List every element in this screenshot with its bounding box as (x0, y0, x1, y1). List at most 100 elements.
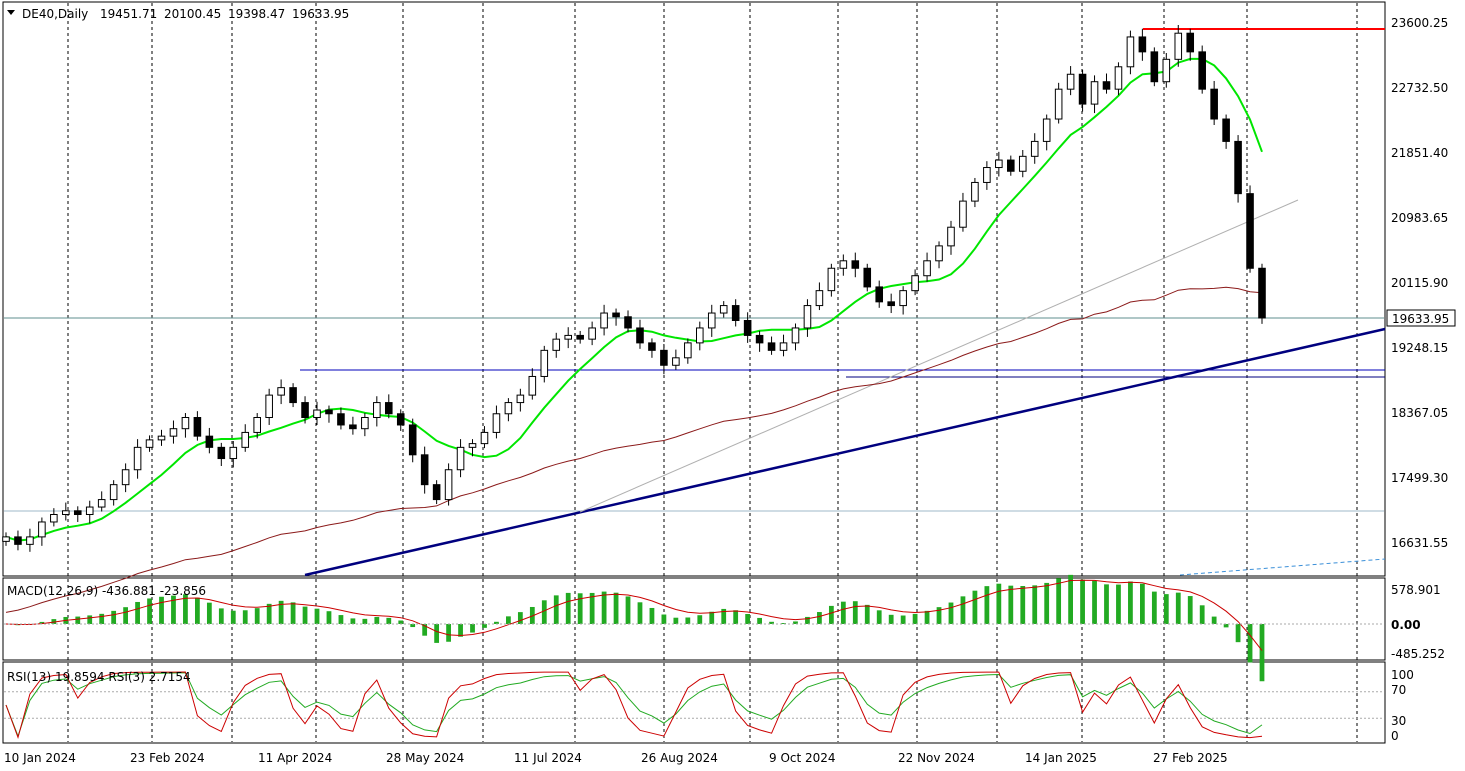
candle-body (1186, 32, 1195, 53)
candle-body (827, 267, 836, 292)
candle (528, 368, 537, 400)
rsi-tick-label: 0 (1391, 729, 1399, 743)
ohlc-low: 19398.47 (228, 7, 285, 21)
price-tick-label: 20983.65 (1391, 211, 1448, 225)
candle (1066, 66, 1075, 96)
date-tick-label: 22 Nov 2024 (898, 751, 975, 765)
candle (767, 336, 776, 355)
rsi-tick-label: 70 (1391, 683, 1406, 697)
candle (791, 323, 800, 351)
ohlc-close: 19633.95 (292, 7, 349, 21)
candle (337, 407, 345, 430)
candle-body (253, 417, 261, 433)
candle (85, 500, 94, 524)
candle (887, 293, 895, 314)
candle-body (600, 312, 608, 329)
chart-header: DE40,Daily 19451.71 20100.45 19398.47 19… (7, 7, 349, 21)
rsi-tick-label: 100 (1391, 668, 1414, 682)
candle (289, 383, 297, 408)
candle-body (205, 435, 214, 448)
candle-body (1114, 66, 1123, 90)
candle-body (564, 334, 572, 340)
candle-body (947, 226, 955, 247)
candle-body (684, 342, 692, 359)
candle (432, 480, 441, 505)
candle-body (767, 342, 776, 351)
candle-body (1078, 73, 1087, 105)
candle-body (1030, 140, 1039, 157)
candle (1150, 47, 1159, 87)
candle (755, 330, 764, 352)
candle (1246, 185, 1254, 273)
candle (480, 426, 489, 449)
candle (911, 269, 919, 296)
candle (779, 334, 788, 357)
candle-body (1174, 32, 1183, 60)
candle (420, 446, 429, 494)
date-tick-label: 9 Oct 2024 (769, 751, 836, 765)
candle-body (456, 446, 465, 471)
candle (588, 321, 596, 346)
candle-body (935, 245, 943, 262)
candle-body (349, 424, 357, 430)
candle (1102, 73, 1111, 94)
candle (468, 439, 477, 457)
candle (684, 338, 692, 364)
price-tick-label: 23600.25 (1391, 16, 1448, 30)
date-tick-label: 11 Jul 2024 (514, 751, 582, 765)
candle-body (504, 402, 513, 415)
candle-body (696, 327, 704, 344)
candle-body (516, 394, 525, 404)
candle (456, 439, 465, 478)
candle-body (1066, 73, 1075, 90)
candle-body (863, 267, 872, 288)
candle (193, 411, 202, 441)
candle-body (169, 428, 178, 437)
candle-body (97, 499, 106, 508)
macd-tick-label: -485.252 (1391, 647, 1445, 661)
candle-body (1222, 118, 1230, 142)
candle (719, 301, 728, 318)
symbol-title: DE40,Daily (22, 7, 88, 21)
candle (1114, 62, 1123, 96)
candle (444, 463, 453, 506)
candle-body (648, 342, 656, 351)
candle-body (1150, 51, 1159, 83)
candle-body (50, 514, 58, 523)
candle (50, 508, 58, 527)
candle-body (803, 305, 812, 329)
candle-body (911, 275, 919, 292)
candle (373, 396, 381, 427)
candle-body (145, 439, 154, 448)
candle-body (624, 316, 632, 329)
candle (851, 252, 860, 278)
candle (1007, 155, 1015, 176)
candle-body (899, 290, 907, 307)
candle (73, 506, 82, 522)
candle (121, 463, 130, 493)
macd-panel (2, 577, 1386, 661)
candle-body (265, 394, 273, 419)
rsi-layer (4, 671, 1384, 740)
candle-body (588, 327, 596, 340)
candle-body (851, 260, 860, 269)
trendline-dashed (1179, 558, 1386, 576)
candle-body (887, 301, 895, 307)
candle (396, 409, 405, 431)
candle-body (815, 290, 824, 307)
candle (1198, 45, 1206, 94)
candle (947, 220, 955, 255)
candle (1018, 149, 1027, 178)
candle (313, 401, 321, 425)
candle-body (384, 402, 393, 415)
macd-signal-line (5, 579, 1263, 651)
date-tick-label: 10 Jan 2024 (4, 751, 76, 765)
candle-body (73, 510, 82, 516)
rsi-panel (2, 661, 1386, 744)
trendline-main (304, 327, 1386, 577)
dropdown-triangle-icon[interactable] (7, 10, 15, 15)
date-tick-label: 28 May 2024 (386, 751, 464, 765)
candle (325, 405, 333, 423)
candle (229, 441, 238, 468)
date-tick-label: 23 Feb 2024 (130, 751, 205, 765)
